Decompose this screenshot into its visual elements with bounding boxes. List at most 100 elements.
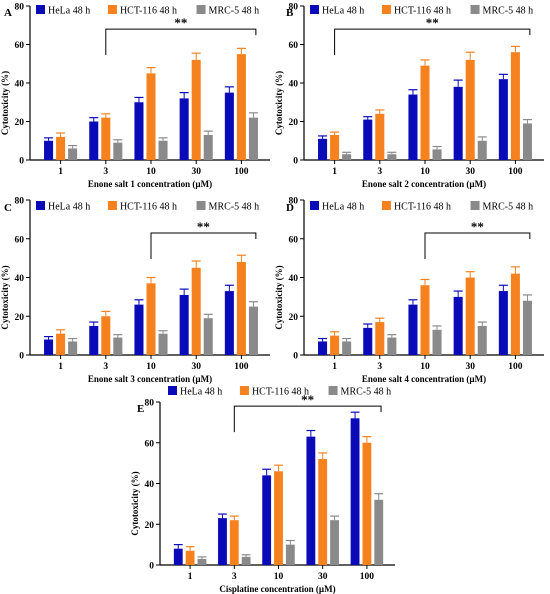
x-tick-label: 1 — [332, 362, 337, 372]
bar — [56, 333, 66, 355]
bar — [374, 499, 384, 565]
significance-bracket — [150, 232, 257, 259]
x-tick-label: 30 — [191, 362, 201, 372]
x-tick-label: 10 — [146, 362, 156, 372]
bar — [113, 142, 123, 160]
legend-label: HCT-116 48 h — [394, 6, 451, 17]
y-tick-label: 20 — [15, 118, 25, 128]
bar — [89, 325, 99, 355]
bar — [330, 520, 339, 565]
x-tick-label: 1 — [58, 362, 63, 372]
x-axis-label: Enone salt 1 concentration (µM) — [88, 179, 212, 189]
panel-b: B 0 20 40 60 80 Cytotoxicity (%) 1 3 10 30 100 Enone… — [274, 3, 544, 189]
bar — [318, 459, 328, 565]
legend-label: HeLa 48 h — [180, 387, 222, 398]
significance-label: ** — [174, 15, 187, 30]
bar — [241, 556, 251, 565]
bar — [203, 134, 213, 160]
bar — [375, 113, 385, 160]
legend: HeLa 48 h HCT-116 48 h MRC-5 48 h — [310, 201, 533, 213]
y-tick-label: 40 — [15, 80, 25, 90]
bar — [432, 149, 442, 160]
bar — [330, 134, 340, 160]
x-tick-label: 10 — [420, 362, 430, 372]
panel-e: E 0 20 40 60 80 Cytotoxicity (%) 1 3 10 30 100 Cispl… — [130, 386, 395, 594]
bar — [330, 335, 340, 355]
y-axis-label: Cytotoxicity (%) — [130, 471, 140, 535]
legend: HeLa 48 h HCT-116 48 h MRC-5 48 h — [36, 5, 259, 17]
bar — [420, 65, 430, 160]
y-tick-label: 80 — [15, 3, 25, 13]
y-axis-label: Cytotoxicity (%) — [0, 265, 10, 329]
bar — [146, 283, 156, 355]
legend-swatch — [239, 386, 249, 395]
y-tick-label: 40 — [15, 274, 25, 284]
significance-label: ** — [197, 219, 210, 234]
x-tick-label: 10 — [146, 167, 156, 177]
bar — [285, 544, 295, 565]
panel-c: C 0 20 40 60 80 Cytotoxicity (%) 1 3 10 30 100 Enone… — [0, 197, 270, 384]
x-tick-label: 100 — [234, 167, 249, 177]
bar — [146, 73, 156, 160]
panel-label: E — [137, 403, 144, 415]
significance-bracket — [105, 28, 257, 56]
bar — [134, 102, 144, 160]
legend-label: HeLa 48 h — [322, 202, 364, 213]
significance-label: ** — [471, 219, 484, 234]
x-tick-label: 100 — [234, 362, 249, 372]
bar — [185, 550, 195, 565]
y-tick-label: 40 — [145, 480, 155, 490]
legend-label: MRC-5 48 h — [483, 6, 534, 17]
x-tick-label: 10 — [274, 572, 284, 582]
y-tick-label: 40 — [289, 274, 299, 284]
bar — [248, 117, 258, 160]
legend: HeLa 48 h HCT-116 48 h MRC-5 48 h — [36, 201, 259, 213]
x-tick-label: 30 — [465, 362, 475, 372]
bar — [408, 304, 418, 355]
significance-label: ** — [426, 15, 439, 30]
y-tick-label: 0 — [293, 157, 298, 167]
bar — [236, 54, 246, 160]
bar — [101, 316, 111, 355]
bar — [498, 291, 508, 355]
bar — [306, 436, 316, 565]
legend-label: HeLa 48 h — [48, 202, 90, 213]
y-tick-label: 20 — [145, 521, 155, 531]
panel-label: A — [4, 7, 12, 19]
y-tick-label: 60 — [15, 235, 25, 245]
y-axis-label: Cytotoxicity (%) — [274, 265, 284, 329]
bar — [342, 341, 352, 355]
bar — [465, 277, 475, 355]
legend-swatch — [470, 201, 480, 210]
bar — [224, 291, 234, 355]
y-tick-label: 80 — [289, 3, 299, 13]
y-tick-label: 60 — [145, 439, 155, 449]
x-tick-label: 3 — [232, 572, 237, 582]
bar — [236, 262, 246, 355]
y-tick-label: 80 — [145, 399, 155, 409]
y-tick-label: 80 — [289, 197, 299, 207]
legend-swatch — [196, 5, 206, 14]
y-tick-label: 0 — [19, 352, 24, 362]
x-tick-label: 100 — [508, 167, 523, 177]
legend-swatch — [36, 201, 45, 210]
y-axis-label: Cytotoxicity (%) — [0, 71, 10, 135]
bar — [510, 52, 520, 161]
y-tick-label: 0 — [19, 157, 24, 167]
bar — [387, 154, 397, 160]
panel-d: D 0 20 40 60 80 Cytotoxicity (%) 1 3 10 30 100 Enone… — [274, 197, 544, 384]
bar — [318, 138, 328, 160]
bar — [191, 59, 201, 160]
x-axis-label: Cisplatine concentration (µM) — [219, 584, 335, 594]
x-tick-label: 3 — [103, 167, 108, 177]
significance-bracket — [424, 232, 531, 259]
legend-label: MRC-5 48 h — [341, 387, 392, 398]
legend-swatch — [107, 201, 117, 210]
bar — [453, 296, 463, 355]
x-axis-label: Enone salt 4 concentration (µM) — [362, 374, 486, 384]
bar — [248, 306, 258, 355]
x-tick-label: 3 — [377, 362, 382, 372]
y-tick-label: 60 — [15, 41, 25, 51]
legend-label: MRC-5 48 h — [209, 6, 260, 17]
bar — [465, 59, 475, 160]
